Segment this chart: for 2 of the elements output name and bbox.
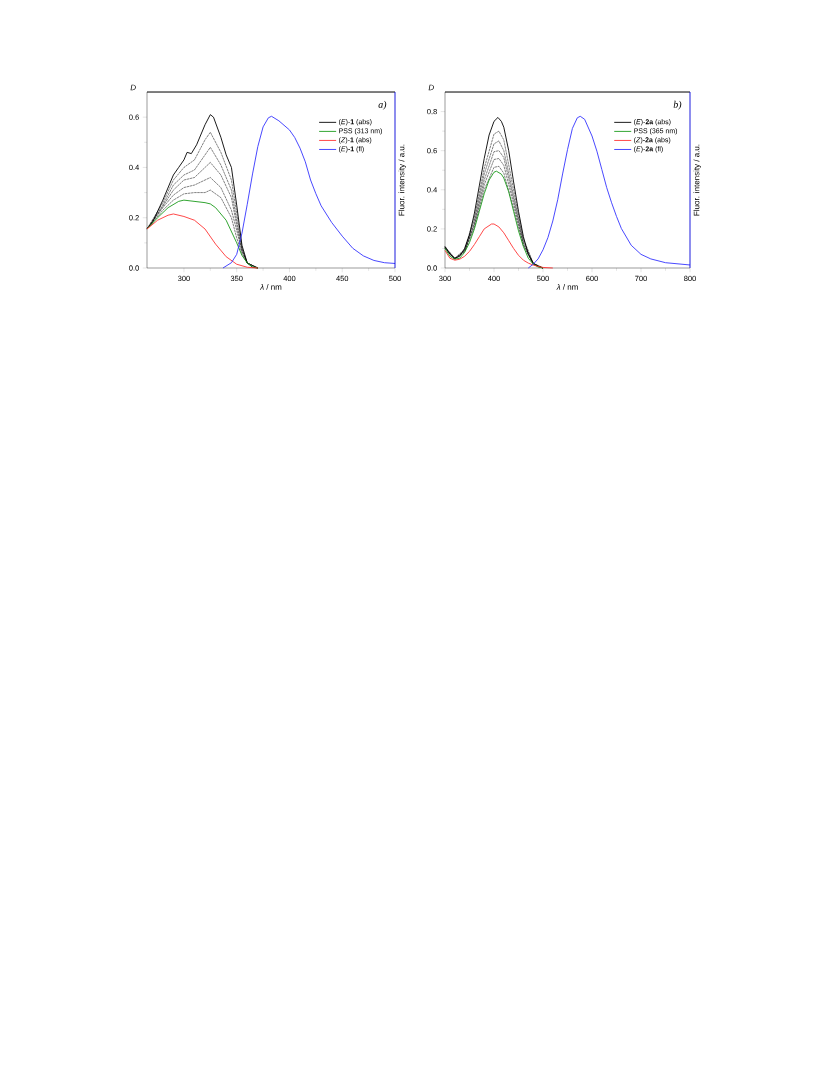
annotation: b) [673, 100, 682, 110]
annotation: a) [378, 100, 387, 110]
